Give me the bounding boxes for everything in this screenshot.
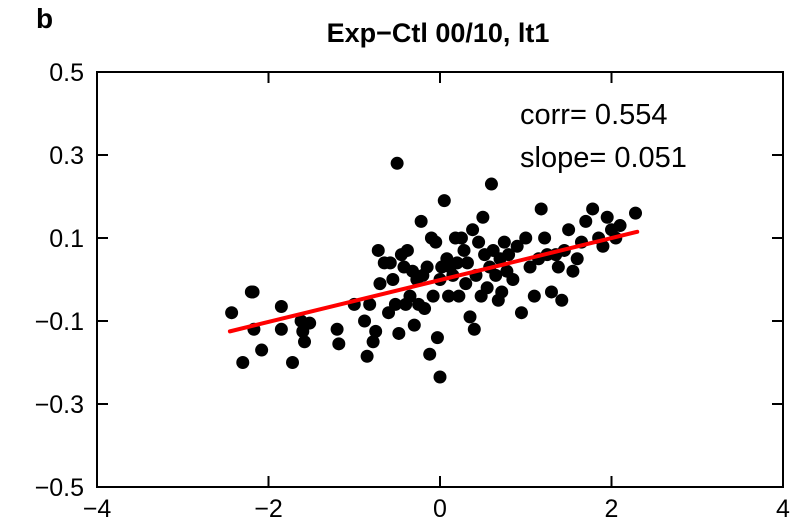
data-point	[429, 235, 443, 249]
data-point	[298, 335, 312, 349]
chart-title: Exp−Ctl 00/10, lt1	[327, 18, 550, 48]
data-point	[392, 326, 406, 340]
data-point	[497, 235, 511, 249]
data-point	[420, 260, 434, 274]
data-point	[255, 343, 269, 357]
data-point	[523, 260, 537, 274]
data-point	[460, 256, 474, 270]
data-point	[495, 285, 509, 299]
data-point	[551, 260, 565, 274]
data-point	[274, 299, 288, 313]
data-point	[514, 306, 528, 320]
y-tick-label: 0.3	[49, 142, 84, 170]
data-point	[570, 252, 584, 266]
data-point	[489, 268, 503, 282]
x-tick-label: 4	[776, 495, 790, 522]
data-point	[363, 297, 377, 311]
data-point	[555, 293, 569, 307]
y-tick-label: −0.1	[35, 308, 84, 336]
data-point	[407, 318, 421, 332]
y-axis-tick-labels: −0.5 −0.3 −0.1 0.1 0.3 0.5	[35, 59, 84, 502]
data-point	[562, 223, 576, 237]
data-point	[388, 297, 402, 311]
regression-line	[227, 229, 640, 334]
data-points	[225, 156, 643, 384]
y-tick-label: −0.3	[35, 391, 84, 419]
data-point	[519, 231, 533, 245]
data-point	[358, 314, 372, 328]
data-point	[466, 223, 480, 237]
x-tick-label: 0	[433, 495, 447, 522]
plot-frame	[96, 71, 784, 488]
data-point	[442, 289, 456, 303]
data-point	[430, 331, 444, 345]
data-point	[480, 281, 494, 295]
data-point	[454, 231, 468, 245]
data-point	[303, 316, 317, 330]
data-point	[366, 335, 380, 349]
data-point	[330, 322, 344, 336]
data-point	[418, 302, 432, 316]
data-point	[225, 306, 239, 320]
data-point	[414, 214, 428, 228]
data-point	[502, 248, 516, 262]
x-tick-label: 2	[605, 495, 619, 522]
data-point	[613, 219, 627, 233]
data-point	[274, 322, 288, 336]
data-point	[544, 285, 558, 299]
slope-annotation: slope= 0.051	[520, 142, 687, 174]
data-point	[463, 310, 477, 324]
panel-label: b	[36, 3, 53, 34]
data-point	[286, 356, 300, 369]
data-point	[596, 239, 610, 253]
correlation-annotation: corr= 0.554	[520, 99, 668, 131]
data-point	[476, 210, 490, 224]
data-point	[450, 256, 464, 270]
data-point	[467, 322, 481, 336]
data-point	[600, 210, 614, 224]
data-point	[371, 243, 385, 257]
y-tick-label: 0.1	[49, 225, 84, 253]
data-point	[383, 256, 397, 270]
data-point	[459, 277, 473, 291]
data-point	[452, 289, 466, 303]
data-point	[369, 324, 383, 338]
y-tick-label: 0.5	[49, 59, 84, 87]
data-point	[373, 277, 387, 291]
x-tick-label: −2	[254, 495, 283, 522]
data-point	[510, 239, 524, 253]
data-point	[403, 289, 417, 303]
data-point	[506, 273, 520, 286]
data-point	[360, 349, 374, 363]
data-point	[566, 264, 580, 278]
x-axis-tick-labels: −4 −2 0 2 4	[83, 495, 790, 522]
data-point	[527, 289, 541, 303]
data-point	[457, 243, 471, 257]
data-point	[629, 206, 643, 220]
data-point	[423, 347, 437, 361]
data-point	[426, 289, 440, 303]
data-point	[390, 156, 404, 170]
data-point	[472, 235, 486, 249]
data-point	[433, 370, 447, 384]
y-tick-label: −0.5	[35, 474, 84, 502]
data-point	[236, 356, 250, 369]
data-point	[534, 202, 548, 216]
data-point	[538, 231, 552, 245]
data-point	[386, 273, 400, 286]
data-point	[579, 214, 593, 228]
data-point	[484, 177, 498, 191]
data-point	[586, 202, 600, 216]
data-point	[437, 194, 451, 208]
data-point	[246, 285, 260, 299]
data-point	[332, 337, 346, 351]
x-tick-label: −4	[83, 495, 112, 522]
data-point	[400, 243, 414, 257]
